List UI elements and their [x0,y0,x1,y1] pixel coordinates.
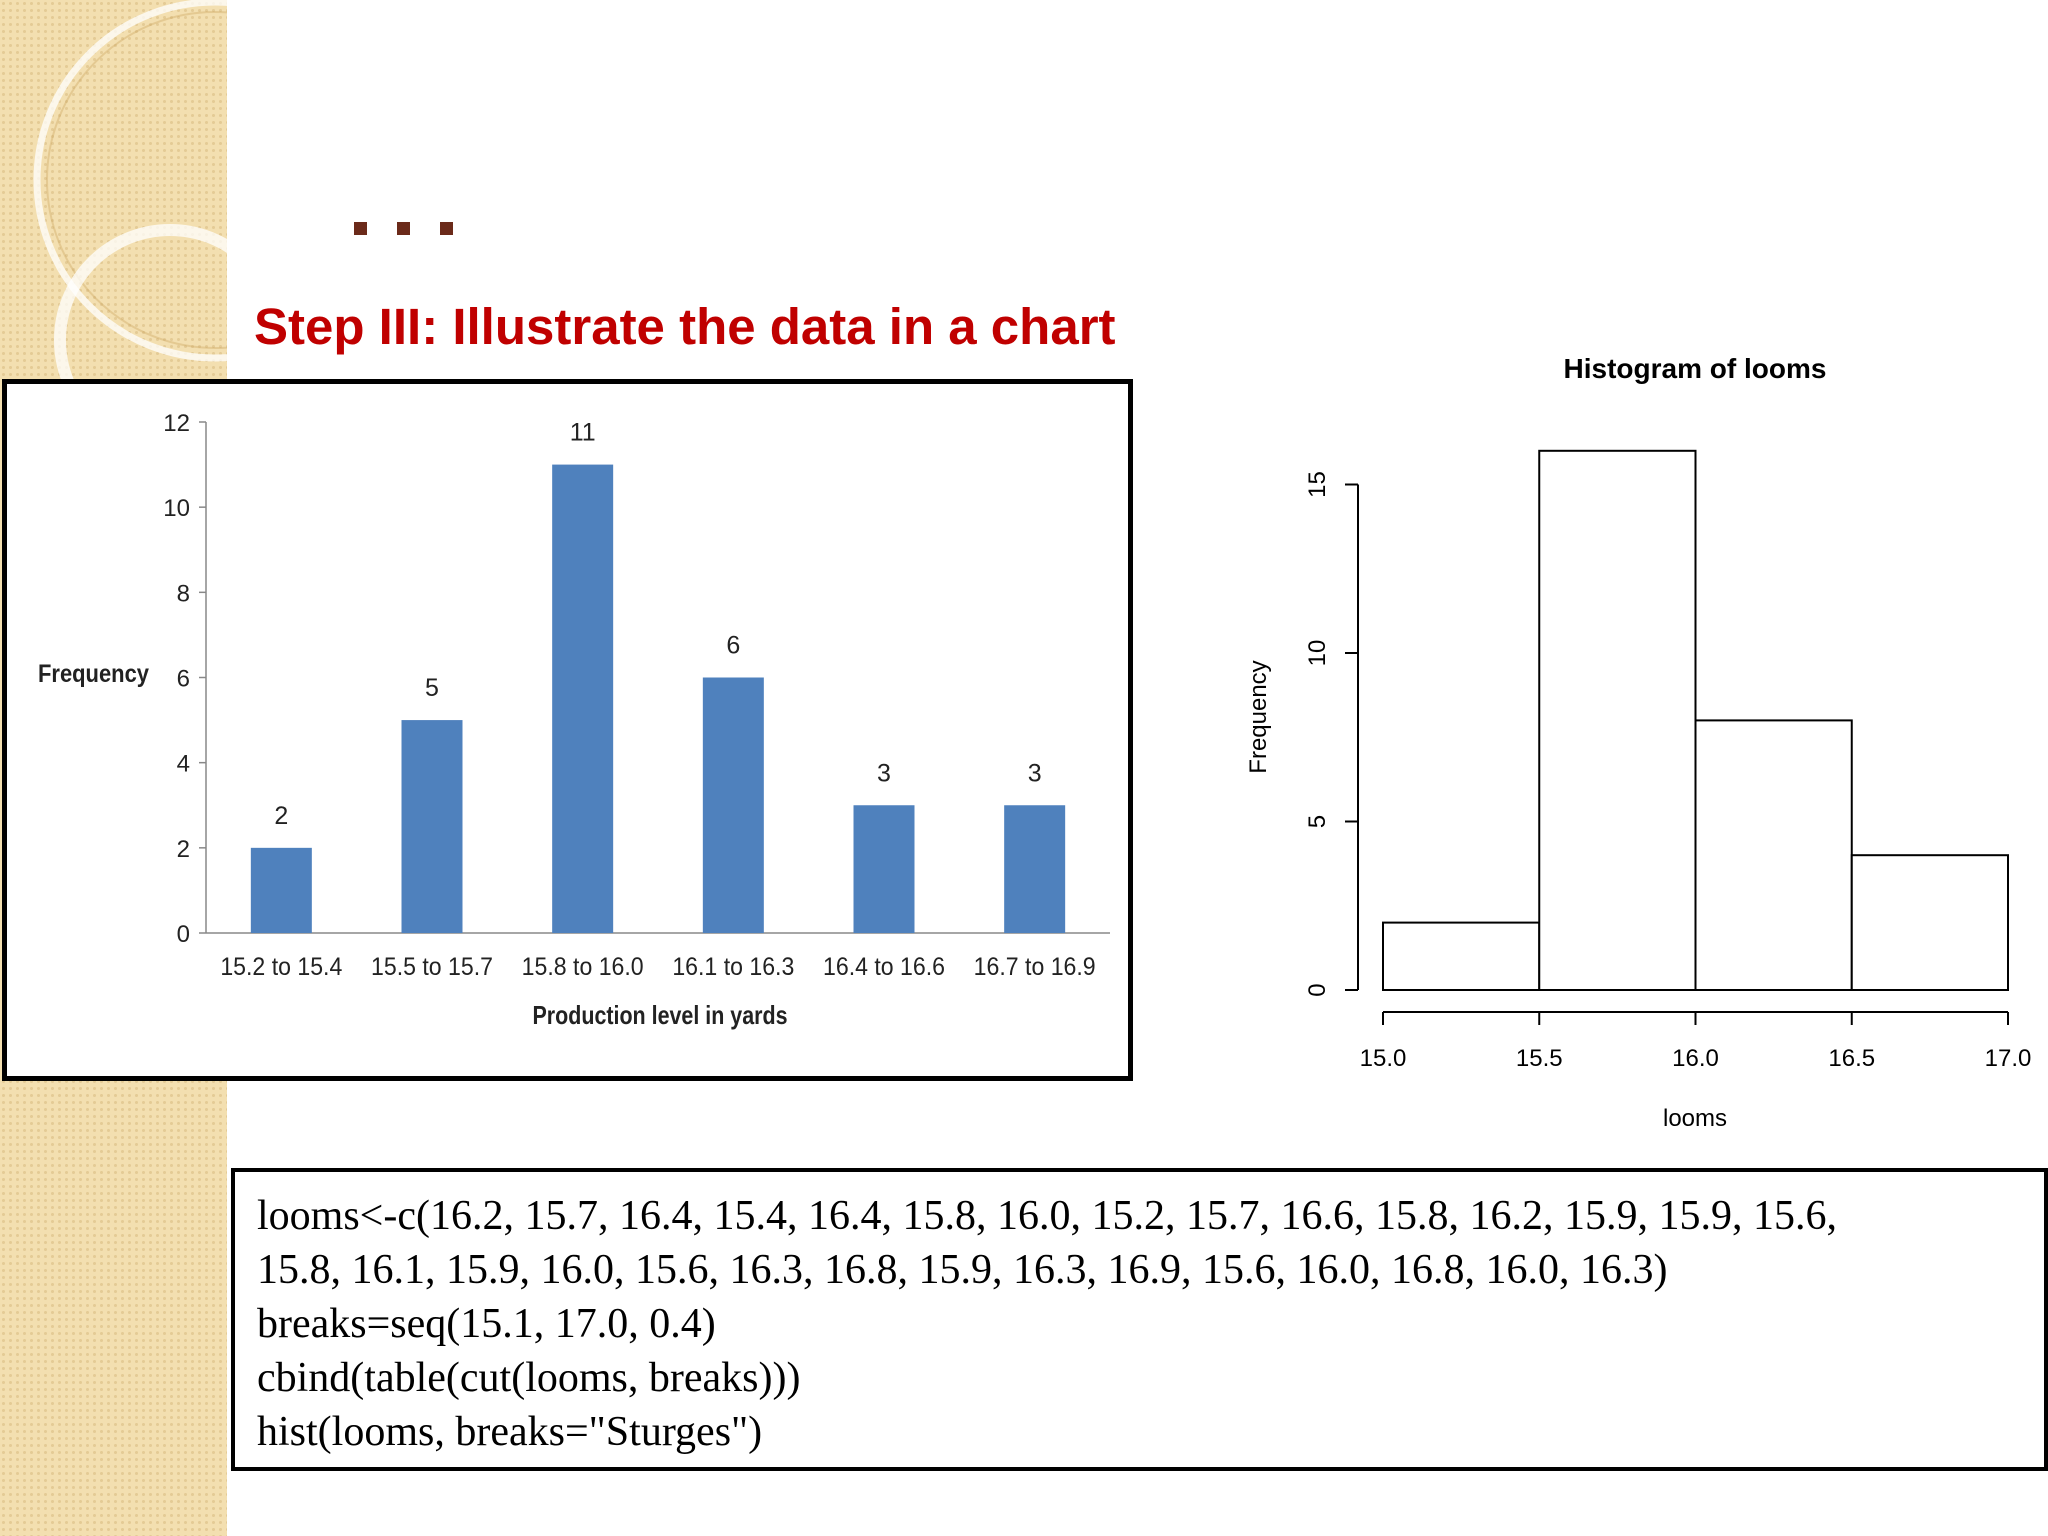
y-tick-label: 0 [177,921,190,948]
bar [250,847,312,933]
x-axis-title: Production level in yards [533,1000,788,1030]
slide-title: Step III: Illustrate the data in a chart [254,298,1116,355]
bar [552,464,614,933]
histogram-bar [1850,854,2009,992]
ellipsis-decoration [354,222,453,235]
r-code-box: looms<-c(16.2, 15.7, 16.4, 15.4, 16.4, 1… [231,1168,2048,1471]
code-line: looms<-c(16.2, 15.7, 16.4, 15.4, 16.4, 1… [257,1193,1837,1239]
data-label: 2 [274,802,288,830]
x-tick-label: 16.1 to 16.3 [672,953,794,981]
bar-chart-svg: 0 2 4 6 8 10 12 2 15.2 to 15.4 5 15.5 to 15.7 11 15.… [38,410,1110,1030]
y-tick-label: 5 [1304,815,1331,828]
data-label: 3 [1028,759,1042,787]
code-line: hist(looms, breaks="Sturges") [257,1409,763,1455]
y-tick-label: 4 [177,751,190,778]
y-axis-title: Frequency [1245,660,1272,773]
x-tick-label: 16.4 to 16.6 [823,953,945,981]
frequency-bar-chart: 0 2 4 6 8 10 12 2 15.2 to 15.4 5 15.5 to 15.7 11 15.… [2,379,1133,1081]
histogram-bar [1538,449,1697,992]
y-tick-label: 8 [177,580,190,607]
data-label: 5 [425,674,439,702]
histogram-bar [1694,719,1853,991]
x-tick-label: 15.5 to 15.7 [371,953,493,981]
data-label: 6 [726,632,740,660]
bar [1004,805,1066,933]
x-axis-title: looms [1663,1105,1727,1132]
code-line: cbind(table(cut(looms, breaks))) [257,1355,801,1401]
y-tick-label: 15 [1304,471,1331,498]
histogram-title: Histogram of looms [1564,353,1827,384]
x-tick-label: 16.0 [1672,1045,1719,1072]
y-tick-label: 12 [163,410,190,437]
bar [702,677,764,933]
data-label: 3 [877,759,891,787]
y-tick-label: 10 [163,495,190,522]
histogram-bar [1382,921,1541,991]
bar [853,805,915,933]
x-tick-label: 15.2 to 15.4 [220,953,342,981]
y-tick-label: 2 [177,836,190,863]
ellipsis-dot [397,222,410,235]
y-tick-label: 10 [1304,640,1331,667]
y-tick-label: 0 [1304,983,1331,996]
looms-histogram: Histogram of looms 15.0 15.5 16.0 16.5 17.0 lo… [1180,340,2048,1140]
ellipsis-dot [440,222,453,235]
code-line: breaks=seq(15.1, 17.0, 0.4) [257,1301,716,1347]
bar [401,720,463,933]
y-tick-label: 6 [177,666,190,693]
x-tick-label: 15.5 [1516,1045,1563,1072]
x-tick-label: 16.5 [1828,1045,1875,1072]
data-label: 11 [570,419,596,447]
x-tick-label: 15.0 [1360,1045,1407,1072]
y-axis-title: Frequency [38,660,149,688]
x-tick-label: 15.8 to 16.0 [522,953,644,981]
ellipsis-dot [354,222,367,235]
histogram-svg: Histogram of looms 15.0 15.5 16.0 16.5 17.0 lo… [1245,353,2032,1132]
code-line: 15.8, 16.1, 15.9, 16.0, 15.6, 16.3, 16.8… [257,1247,1668,1293]
x-tick-label: 17.0 [1985,1045,2032,1072]
x-tick-label: 16.7 to 16.9 [974,953,1096,981]
